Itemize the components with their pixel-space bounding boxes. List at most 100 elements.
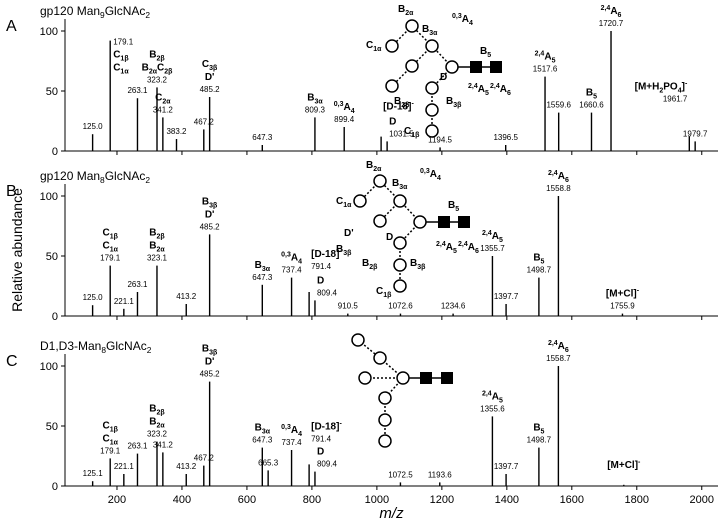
fragment-label: D <box>389 116 396 127</box>
peak-mz-label: 467.2 <box>194 454 215 463</box>
text-part: A <box>610 6 617 17</box>
text-part: A <box>478 84 485 95</box>
text-part: 1α <box>343 202 352 209</box>
mannose <box>373 214 387 228</box>
text-part: B <box>149 49 156 60</box>
text-part: 3β <box>417 264 426 271</box>
peak-mz-label: 179.1 <box>100 446 121 455</box>
peak-mz-label: 791.4 <box>311 262 332 271</box>
glcnac <box>438 216 450 228</box>
peak-mz-label: 413.2 <box>176 462 197 471</box>
peak-mz-label: 125.0 <box>83 293 104 302</box>
x-tick-label: 200 <box>108 494 126 506</box>
text-part: 2 <box>659 88 663 95</box>
structure-label: B2α <box>398 4 414 17</box>
structure-label: 0,3A4 <box>420 168 441 182</box>
peak-mz-label: 485.2 <box>200 222 221 231</box>
fragment-label: B3β <box>202 344 218 357</box>
text-part: C <box>155 92 162 103</box>
text-part: [D-18] <box>311 421 339 432</box>
peak-mz-label: 1498.7 <box>527 436 552 445</box>
text-part: D <box>386 232 393 243</box>
text-part: D <box>440 72 447 83</box>
text-part: [D-18] <box>383 102 411 113</box>
text-part: B <box>149 241 156 252</box>
structure-label: 0,3A4 <box>452 13 473 27</box>
text-part: - <box>339 420 342 427</box>
fragment-label: D' <box>205 72 215 83</box>
text-part: B <box>533 253 540 264</box>
peak-mz-label: 1234.6 <box>441 302 466 311</box>
mannose <box>373 174 387 188</box>
structure-label: 2,4A6 <box>458 241 479 255</box>
peak-mz-label: 809.4 <box>317 288 338 297</box>
fragment-label: B5 <box>586 88 597 101</box>
fragment-label: B2αC2β <box>142 62 174 75</box>
peak-mz-label: 125.1 <box>83 469 104 478</box>
panel-title: D1,D3-Man8GlcNAc2 <box>40 339 152 355</box>
x-tick-label: 1800 <box>625 494 649 506</box>
text-part: A <box>291 425 298 436</box>
text-part: 5 <box>541 429 545 436</box>
text-part: 3α <box>399 184 408 191</box>
fragment-label: C1β <box>102 420 118 433</box>
text-part: 0,3 <box>281 424 291 431</box>
text-part: ] <box>682 82 685 93</box>
text-part: D' <box>205 72 215 83</box>
fragment-label: [M+H2PO4]- <box>635 81 688 95</box>
peak-mz-label: 1558.8 <box>546 184 571 193</box>
text-part: B <box>480 46 487 57</box>
structure-label: 2,4A6 <box>490 83 511 97</box>
text-part: 5 <box>552 58 556 65</box>
mannose <box>378 413 392 427</box>
peak-mz-label: 737.4 <box>282 438 303 447</box>
text-part: B <box>149 417 156 428</box>
mannose <box>413 215 427 229</box>
mannose <box>393 258 407 272</box>
fragment-label: D' <box>205 357 215 368</box>
text-part: 2α <box>157 423 166 430</box>
fragment-label: C1α <box>102 241 118 254</box>
text-part: 2,4 <box>436 241 446 248</box>
fragment-label: B3α <box>307 92 323 105</box>
peak-mz-label: 341.2 <box>153 105 174 114</box>
fragment-label: B5 <box>533 423 544 436</box>
peak-mz-label: 221.1 <box>114 462 135 471</box>
panel-letter: A <box>6 18 17 35</box>
structure-label: B3β <box>410 258 426 271</box>
mannose <box>378 391 392 405</box>
x-tick-label: 1400 <box>495 494 519 506</box>
text-part: C <box>102 433 109 444</box>
y-tick-label: 0 <box>52 311 58 323</box>
fragment-label: 2,4A5 <box>482 390 503 404</box>
glcnac <box>441 372 453 384</box>
text-part: 2,4 <box>535 51 545 58</box>
peak-mz-label: 383.2 <box>166 127 187 136</box>
structure-label: B2β <box>394 96 410 109</box>
fragment-label: B2α <box>149 417 165 430</box>
fragment-label: D <box>317 447 324 458</box>
text-part: 2,4 <box>490 83 500 90</box>
text-part: 6 <box>475 248 479 255</box>
text-part: 6 <box>507 90 511 97</box>
text-part: - <box>411 101 414 108</box>
text-part: B <box>422 24 429 35</box>
text-part: 1β <box>110 234 119 241</box>
peak-mz-label: 809.4 <box>317 460 338 469</box>
text-part: 3β <box>453 102 462 109</box>
text-part: 5 <box>455 206 459 213</box>
text-part: 3β <box>209 350 218 357</box>
text-part: 3β <box>209 202 218 209</box>
text-part: GlcNAc <box>105 169 146 183</box>
text-part: A <box>462 14 469 25</box>
peak-mz-label: 485.2 <box>200 370 221 379</box>
structure-label: B3α <box>392 178 408 191</box>
mannose <box>373 351 387 365</box>
structure-label: B2β <box>362 258 378 271</box>
structure-label: D' <box>344 228 354 239</box>
text-part: D <box>389 116 396 127</box>
peak-mz-label: 263.1 <box>127 280 148 289</box>
glcnac <box>420 372 432 384</box>
text-part: 4 <box>351 108 355 115</box>
